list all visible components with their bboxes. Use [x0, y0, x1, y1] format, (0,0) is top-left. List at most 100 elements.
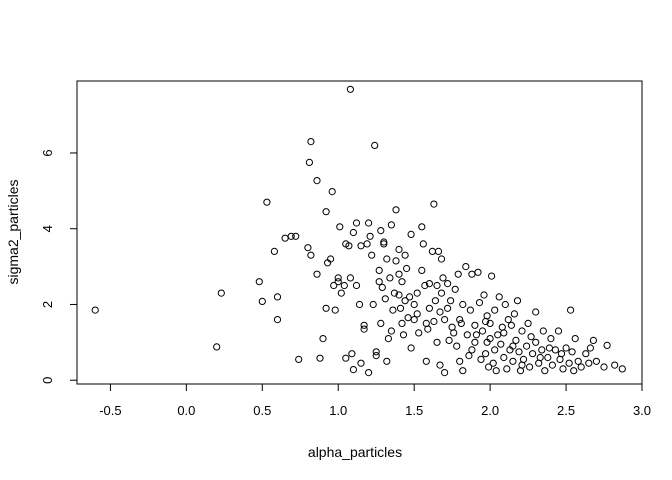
data-point — [295, 355, 303, 363]
data-point — [415, 329, 423, 337]
data-point — [352, 281, 361, 290]
data-point — [377, 227, 385, 235]
data-point — [463, 331, 471, 339]
x-tick-label: 3.0 — [633, 403, 651, 418]
x-tick-label: 0.5 — [253, 403, 271, 418]
data-point — [477, 355, 485, 363]
data-point — [313, 177, 321, 185]
data-point — [478, 327, 487, 335]
data-point — [422, 357, 430, 365]
data-point — [437, 289, 446, 297]
data-point — [425, 280, 433, 288]
data-point — [456, 357, 464, 365]
data-point — [345, 242, 353, 250]
data-point — [217, 289, 225, 297]
data-point — [270, 247, 278, 255]
data-point — [334, 278, 342, 286]
data-point — [433, 338, 441, 346]
data-point — [287, 232, 295, 240]
x-tick-label: -0.5 — [99, 403, 121, 418]
data-point — [509, 357, 517, 365]
data-point — [410, 316, 418, 324]
data-point — [91, 306, 99, 314]
data-point — [386, 274, 394, 282]
data-point — [355, 300, 364, 309]
data-point — [532, 338, 540, 346]
data-point — [456, 316, 464, 324]
data-point — [570, 367, 578, 375]
data-point — [480, 291, 488, 299]
data-point — [500, 329, 508, 337]
data-point — [398, 319, 406, 327]
data-point — [603, 341, 611, 349]
data-point — [488, 272, 496, 280]
data-point — [547, 335, 555, 343]
y-axis: 0 2 4 6 — [40, 149, 78, 384]
data-point — [395, 291, 403, 299]
x-tick-label: 2.0 — [481, 403, 499, 418]
data-point — [557, 350, 566, 358]
data-point — [363, 240, 371, 248]
data-point — [425, 304, 433, 312]
data-point — [387, 221, 395, 229]
data-point — [551, 346, 560, 354]
data-point — [316, 354, 324, 362]
data-point — [369, 300, 377, 309]
data-point — [565, 359, 573, 367]
data-point — [472, 331, 480, 339]
data-point — [618, 365, 626, 373]
data-point — [571, 335, 579, 343]
data-point — [532, 308, 540, 316]
data-point — [559, 365, 567, 373]
y-tick-label: 4 — [40, 225, 55, 232]
data-point — [404, 314, 412, 322]
data-point — [574, 357, 582, 365]
data-point — [494, 331, 502, 339]
data-point — [486, 335, 494, 343]
data-point — [413, 310, 421, 318]
data-point — [444, 280, 452, 288]
data-point — [399, 331, 408, 339]
x-tick-label: 1.0 — [329, 403, 347, 418]
data-point — [536, 353, 544, 362]
data-point — [453, 342, 461, 350]
data-point — [465, 352, 473, 360]
data-point — [413, 289, 421, 297]
data-point — [492, 367, 500, 375]
data-point — [304, 244, 312, 252]
data-point — [255, 278, 263, 286]
x-tick-label: 0.0 — [177, 403, 195, 418]
data-point — [431, 297, 439, 305]
data-point — [437, 255, 446, 263]
data-point — [380, 240, 388, 248]
y-axis-title: sigma2_particles — [5, 179, 21, 284]
data-point — [441, 369, 449, 377]
data-point — [307, 138, 315, 146]
data-point — [377, 319, 385, 327]
data-point — [384, 335, 392, 343]
data-point — [357, 359, 365, 367]
data-point — [544, 353, 552, 362]
data-point — [327, 255, 335, 263]
data-point — [503, 365, 511, 373]
data-point — [592, 357, 601, 365]
data-point — [360, 325, 368, 333]
data-point — [589, 336, 598, 344]
y-tick-label: 2 — [40, 301, 55, 308]
data-point — [509, 342, 517, 350]
data-point — [513, 297, 522, 305]
data-point — [349, 366, 357, 374]
data-point — [392, 206, 400, 214]
data-point — [441, 316, 449, 324]
data-point — [512, 336, 520, 344]
data-point — [459, 367, 467, 375]
data-point — [529, 350, 537, 358]
data-point — [577, 363, 585, 371]
data-point — [334, 274, 342, 282]
data-point — [466, 306, 474, 314]
data-point — [383, 255, 391, 263]
data-point — [444, 304, 452, 312]
data-point — [336, 223, 344, 231]
data-point — [434, 247, 443, 255]
data-point — [403, 264, 411, 273]
